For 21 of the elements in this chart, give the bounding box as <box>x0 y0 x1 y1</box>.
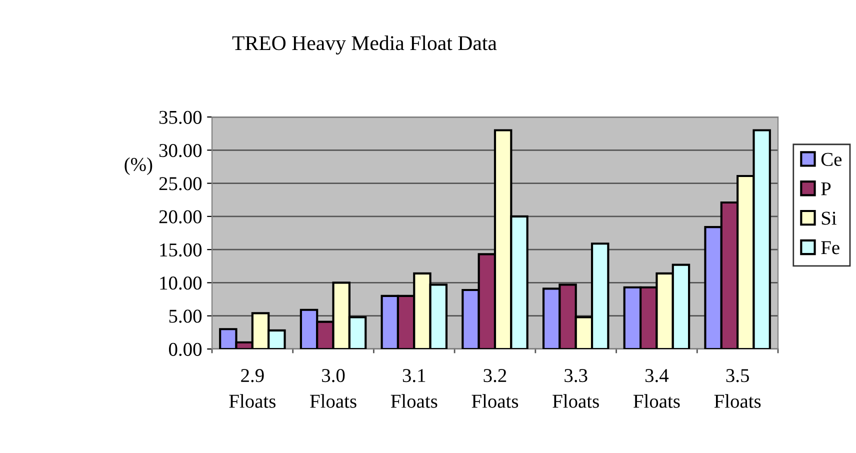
x-tick-label: 3.2 Floats <box>472 369 518 408</box>
x-tick-label: 3.3 Floats <box>552 369 599 408</box>
y-tick-label: 35.00 <box>159 110 202 124</box>
y-axis-title: (%) <box>124 157 152 175</box>
x-tick-label: 2.9 Floats <box>229 369 276 408</box>
y-tick-label: 0.00 <box>168 342 202 356</box>
y-tick-label: 25.00 <box>159 177 202 190</box>
legend-label: Ce <box>821 152 842 166</box>
x-tick-label: 3.1 Floats <box>390 369 438 408</box>
x-tick-label: 3.0 Floats <box>310 369 356 408</box>
chart-title: TREO Heavy Media Float Data <box>232 36 497 54</box>
legend-label: Fe <box>821 241 840 254</box>
legend-label: P <box>821 182 831 196</box>
y-tick-label: 5.00 <box>169 310 202 323</box>
y-tick-label: 20.00 <box>159 210 202 224</box>
x-tick-label: 3.4 Floats <box>634 369 680 408</box>
x-tick-label: 3.5 Floats <box>714 369 761 408</box>
y-tick-label: 10.00 <box>160 276 202 290</box>
y-tick-label: 30.00 <box>159 144 202 158</box>
y-tick-label: 15.00 <box>160 243 202 257</box>
legend-label: Si <box>822 212 836 225</box>
